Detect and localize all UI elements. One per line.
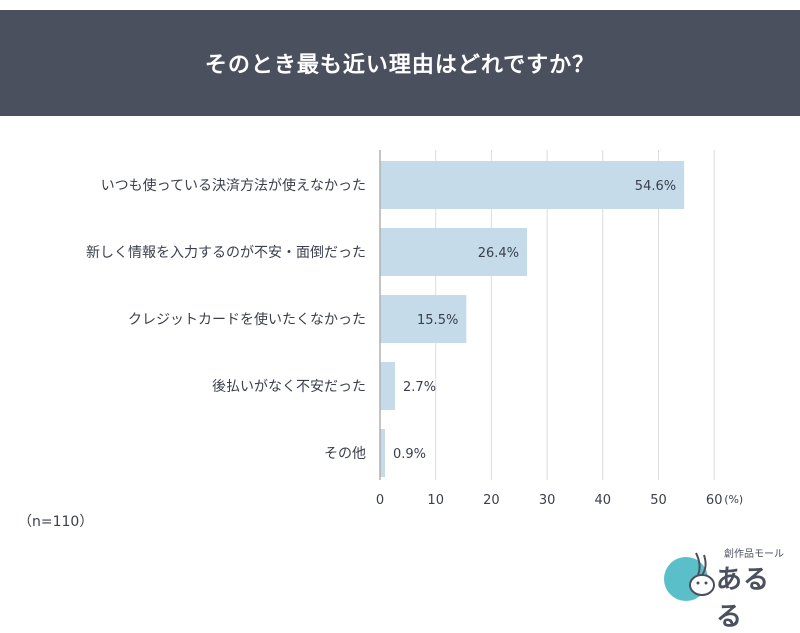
bar (380, 161, 685, 209)
bar (380, 228, 528, 276)
category-label: 新しく情報を入力するのが不安・面倒だった (86, 245, 366, 261)
x-tick-label: 10 (427, 493, 444, 508)
data-label: 54.6% (635, 179, 676, 194)
logo-name: あるる (716, 565, 771, 632)
x-tick-label: 40 (595, 493, 612, 508)
category-label: 後払いがなく不安だった (212, 379, 366, 395)
x-tick-label: 0 (376, 493, 384, 508)
data-label: 2.7% (403, 380, 436, 395)
brand-logo: 創作品モール あるる (660, 545, 790, 632)
bar (380, 295, 467, 343)
x-tick-label: 20 (483, 493, 500, 508)
title-banner: そのとき最も近い理由はどれですか？ (0, 10, 800, 116)
bar-chart: いつも使っている決済方法が使えなかった 54.6% 新しく情報を入力するのが不安・面… (86, 150, 743, 508)
bar (380, 362, 396, 410)
data-label: 26.4% (478, 246, 519, 261)
data-label: 15.5% (417, 313, 458, 328)
x-tick-label: 30 (539, 493, 556, 508)
logo-subtitle: 創作品モール (724, 549, 784, 560)
x-tick-label: 60 (706, 493, 723, 508)
x-unit-label: (%) (724, 493, 743, 506)
rabbit-logo-icon (664, 552, 715, 601)
data-label: 0.9% (393, 447, 426, 462)
category-label: いつも使っている決済方法が使えなかった (101, 177, 366, 194)
sample-size-note: （n=110） (18, 514, 94, 530)
bar (380, 429, 386, 477)
x-tick-label: 50 (650, 493, 667, 508)
category-label: その他 (324, 446, 366, 462)
category-label: クレジットカードを使いたくなかった (128, 311, 366, 328)
chart-title: そのとき最も近い理由はどれですか？ (204, 53, 596, 78)
